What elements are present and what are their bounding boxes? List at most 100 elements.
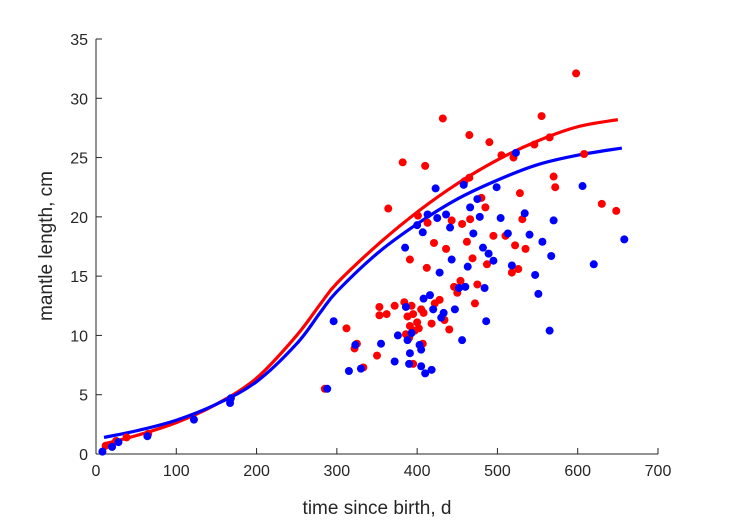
data-point [515, 189, 524, 198]
data-point [520, 209, 529, 218]
y-tick-label: 0 [79, 447, 88, 464]
tick-labels: 0 100 200 300 400 500 600 700 0 5 10 15 20 25 30 35 [70, 32, 671, 480]
data-point [98, 447, 107, 456]
data-point [489, 231, 498, 240]
data-point [514, 265, 523, 274]
data-point [475, 212, 484, 221]
data-point [405, 349, 414, 358]
data-point [597, 199, 606, 208]
data-point [405, 359, 414, 368]
x-tick-label: 100 [163, 463, 190, 480]
data-point [435, 268, 444, 277]
y-tick-label: 30 [70, 91, 88, 108]
data-point [489, 256, 498, 265]
data-point [413, 221, 422, 230]
data-point [461, 282, 470, 291]
data-point [114, 438, 123, 447]
data-point [485, 138, 494, 147]
data-point [521, 244, 530, 253]
data-point [466, 215, 475, 224]
data-point [578, 182, 587, 191]
data-point [438, 114, 447, 123]
y-tick-label: 5 [79, 388, 88, 405]
y-tick-label: 10 [70, 328, 88, 345]
data-point [465, 173, 474, 182]
data-point [481, 203, 490, 212]
data-point [375, 302, 384, 311]
data-point [417, 345, 426, 354]
x-axis-label: time since birth, d [303, 498, 452, 519]
data-point [445, 325, 454, 334]
data-point [375, 311, 384, 320]
data-point [454, 284, 463, 292]
data-point [427, 365, 436, 374]
data-point [549, 172, 558, 181]
data-point [409, 310, 418, 319]
data-point [403, 336, 412, 345]
data-point [580, 150, 589, 159]
data-point [442, 244, 451, 253]
data-point [189, 415, 198, 424]
data-point [473, 195, 482, 204]
data-point [620, 235, 629, 244]
data-point [351, 340, 360, 349]
data-point [450, 305, 459, 314]
data-point [458, 336, 467, 345]
data-point [525, 230, 534, 239]
x-tick-label: 200 [243, 463, 270, 480]
data-point [384, 204, 393, 213]
data-point [390, 357, 399, 366]
data-point [459, 180, 468, 189]
data-point [433, 214, 442, 223]
data-point [446, 223, 455, 232]
fit-curve-2 [103, 146, 623, 439]
data-point [545, 133, 554, 142]
data-point [480, 284, 489, 292]
data-point [439, 308, 448, 317]
data-point [572, 69, 581, 78]
data-point [470, 299, 479, 308]
data-point [377, 339, 386, 348]
data-point [407, 329, 416, 338]
y-tick-label: 15 [70, 269, 88, 286]
data-point [511, 241, 520, 250]
data-point [423, 210, 432, 219]
data-point [226, 394, 235, 403]
data-point [503, 229, 512, 238]
data-point [413, 211, 422, 220]
data-point [530, 140, 539, 149]
data-point [463, 262, 472, 271]
y-tick-label: 25 [70, 151, 88, 168]
data-point [545, 326, 554, 335]
data-point [414, 324, 423, 333]
data-point [484, 249, 493, 258]
fit-curves [103, 118, 623, 446]
data-point [507, 268, 516, 277]
data-point [356, 364, 365, 373]
data-point [482, 317, 491, 326]
data-point [108, 442, 117, 451]
data-point [511, 148, 520, 157]
data-point [458, 219, 467, 228]
data-point [122, 433, 131, 442]
data-point [482, 260, 491, 269]
data-point [462, 237, 471, 246]
data-point [417, 362, 426, 371]
axes [95, 38, 659, 455]
data-point [418, 228, 427, 237]
data-point [342, 324, 351, 333]
data-point [393, 331, 402, 340]
data-point [549, 216, 558, 225]
data-point [329, 317, 338, 326]
data-point [469, 229, 478, 238]
x-tick-label: 700 [645, 463, 672, 480]
x-tick-label: 500 [484, 463, 511, 480]
data-point [435, 295, 444, 304]
data-point [447, 216, 456, 225]
data-point [531, 270, 540, 279]
x-tick-label: 0 [92, 463, 101, 480]
data-point [398, 158, 407, 167]
data-point [492, 183, 501, 192]
data-point [466, 203, 475, 212]
